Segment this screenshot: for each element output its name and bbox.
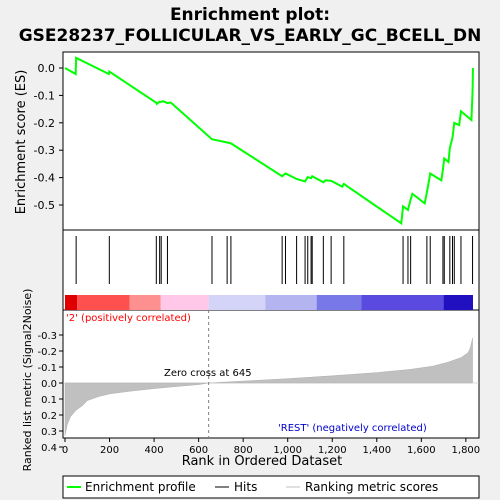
metric-y-tick-label-5: -0.1	[37, 363, 57, 374]
es-panel	[62, 51, 480, 231]
heatmap-segment-2	[129, 295, 161, 310]
heatmap-segment-4	[208, 295, 266, 310]
x-tick-label-9: 1,800	[452, 445, 481, 456]
metric-y-axis-label: Ranked list metric (Signal2Noise)	[21, 289, 34, 472]
positive-correlation-label: '2' (positively correlated)	[66, 313, 191, 324]
metric-y-tick-label-2: 0.2	[41, 411, 57, 422]
metric-layer	[63, 310, 479, 438]
chart-title-line2: GSE28237_FOLLICULAR_VS_EARLY_GC_BCELL_DN	[19, 26, 482, 46]
heatmap-segment-6	[316, 295, 362, 310]
heatmap-segment-1	[77, 295, 130, 310]
x-tick-label-1: 200	[100, 445, 119, 456]
metric-y-tick-label-7: -0.3	[37, 331, 57, 342]
legend-hits-label: Hits	[234, 480, 257, 494]
x-tick-label-6: 1,200	[318, 445, 347, 456]
heatmap-segment-8	[443, 295, 473, 310]
enrichment-profile-line	[64, 56, 474, 226]
heatmap-bar	[65, 295, 473, 310]
x-tick-label-3: 600	[189, 445, 208, 456]
heatmap-segment-0	[65, 295, 78, 310]
chart-title-line1: Enrichment plot:	[170, 5, 330, 25]
metric-y-tick-label-6: -0.2	[37, 347, 57, 358]
es-layer	[64, 56, 474, 226]
x-tick-label-2: 400	[145, 445, 164, 456]
hits-layer	[75, 236, 474, 284]
heatmap-segment-3	[160, 295, 209, 310]
legend-metric-label: Ranking metric scores	[305, 480, 438, 494]
es-y-tick-label-4: -0.4	[34, 172, 55, 185]
es-y-tick-label-0: 0.0	[38, 62, 56, 75]
es-y-tick-label-3: -0.3	[34, 144, 55, 157]
es-y-tick-label-2: -0.2	[34, 117, 55, 130]
x-axis-label: Rank in Ordered Dataset	[182, 454, 343, 469]
metric-y-tick-label-3: 0.1	[41, 395, 57, 406]
negative-correlation-label: 'REST' (negatively correlated)	[278, 423, 427, 434]
metric-y-tick-label-1: 0.3	[41, 427, 57, 438]
es-y-axis-label: Enrichment score (ES)	[14, 70, 29, 215]
x-tick-label-4: 800	[234, 445, 253, 456]
legend-box	[62, 475, 480, 499]
legend-profile-label: Enrichment profile	[85, 480, 196, 494]
x-tick-label-7: 1,400	[362, 445, 391, 456]
heatmap-segment-5	[265, 295, 317, 310]
x-tick-label-5: 1,000	[273, 445, 302, 456]
metric-y-tick-label-4: 0.0	[41, 379, 57, 390]
x-tick-label-0: 0	[62, 445, 68, 456]
x-tick-label-8: 1,600	[407, 445, 436, 456]
metric-y-tick-label-0: 0.4	[41, 443, 57, 454]
axes-layer: 0.0 -0.1 -0.2 -0.3 -0.4 -0.5 0.4 0.3 0.2 0.1 0.0 -0…	[34, 62, 481, 456]
es-y-tick-label-5: -0.5	[34, 199, 55, 212]
zero-cross-label: Zero cross at 645	[164, 368, 252, 379]
es-y-tick-label-1: -0.1	[34, 89, 55, 102]
heatmap-segment-7	[361, 295, 444, 310]
